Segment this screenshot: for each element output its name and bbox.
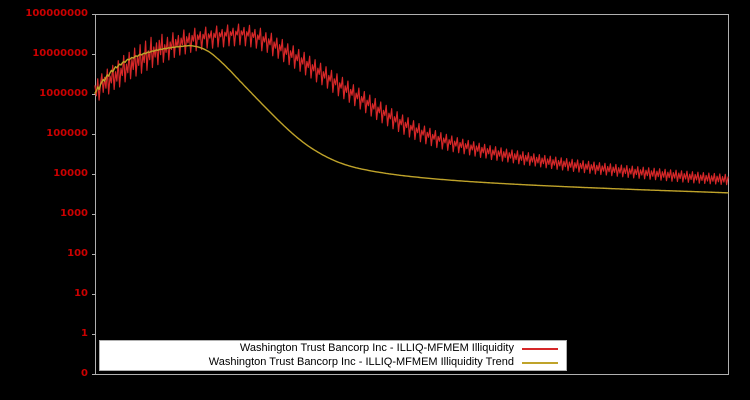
axes-frame [92, 14, 729, 375]
chart-legend[interactable]: Washington Trust Bancorp Inc - ILLIQ-MFM… [99, 340, 567, 371]
y-axis-tick-label: 100000000 [25, 8, 88, 19]
y-axis-tick-label: 0 [81, 368, 88, 379]
y-axis-tick-label: 10000 [53, 168, 88, 179]
y-axis-tick-label: 1000 [60, 208, 88, 219]
plot-frame [95, 14, 729, 375]
legend-entry[interactable]: Washington Trust Bancorp Inc - ILLIQ-MFM… [100, 342, 566, 356]
legend-entry[interactable]: Washington Trust Bancorp Inc - ILLIQ-MFM… [100, 356, 566, 370]
series-lines [94, 23, 729, 194]
y-axis-tick-label: 1000000 [39, 88, 88, 99]
illiquidity-trend-series-line [94, 44, 729, 194]
legend-entry-label: Washington Trust Bancorp Inc - ILLIQ-MFM… [208, 356, 514, 368]
y-axis-tick-label: 1 [81, 328, 88, 339]
y-axis-tick-label: 100000 [46, 128, 88, 139]
y-axis-tick-labels: 100000000 10000000 1000000 100000 10000 1000 1… [0, 0, 88, 400]
legend-entry-label: Washington Trust Bancorp Inc - ILLIQ-MFM… [239, 342, 514, 354]
y-axis-tick-label: 10000000 [32, 48, 88, 59]
illiquidity-series-line [94, 23, 729, 186]
legend-color-swatch [522, 361, 558, 364]
y-axis-tick-label: 10 [74, 288, 88, 299]
legend-color-swatch [522, 347, 558, 350]
y-axis-tick-label: 100 [67, 248, 88, 259]
